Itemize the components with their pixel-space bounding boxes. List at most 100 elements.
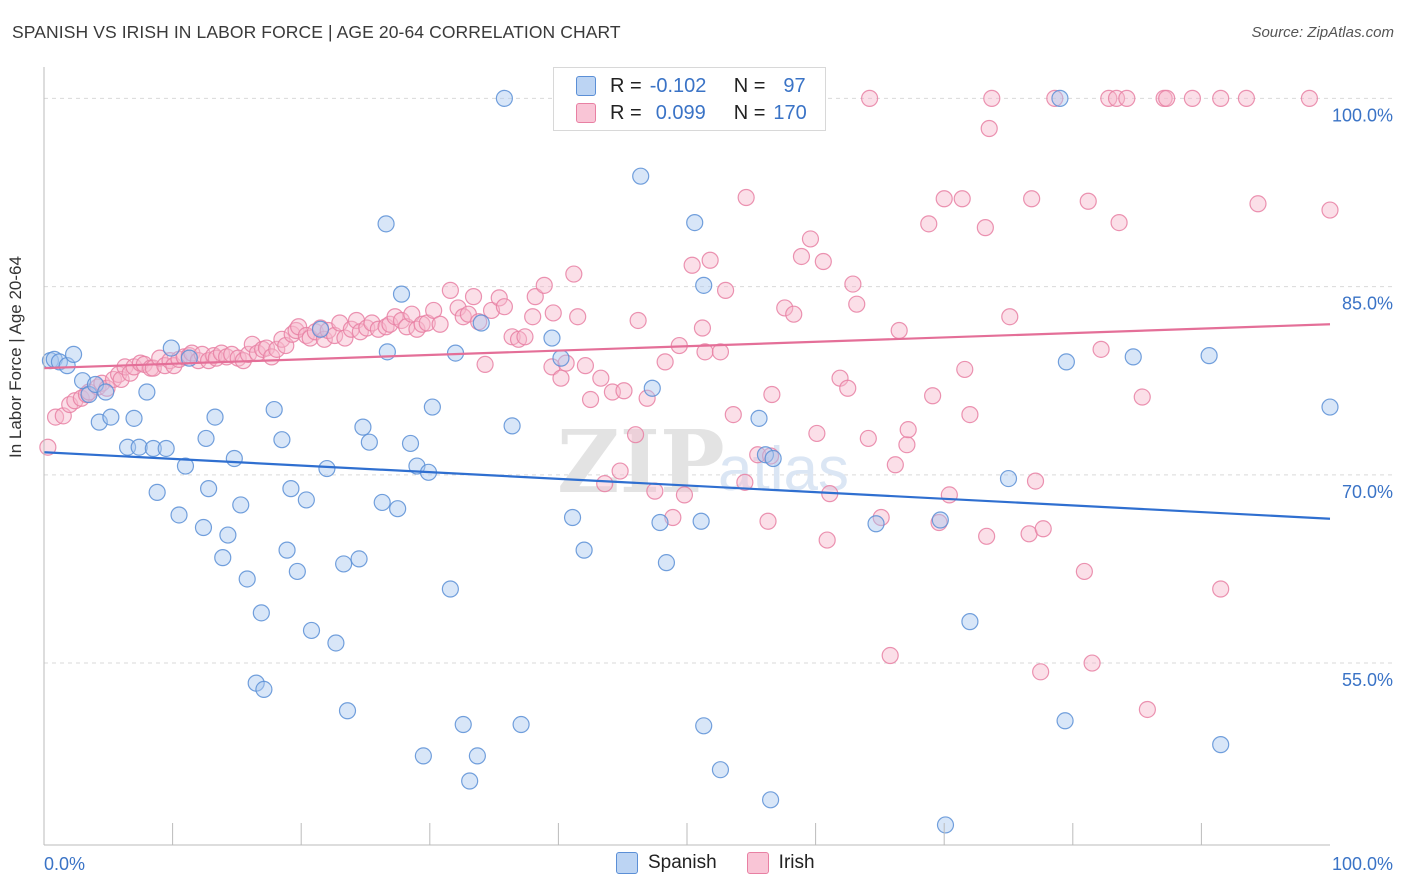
spanish-point xyxy=(225,449,243,468)
irish-point xyxy=(524,308,542,326)
irish-point xyxy=(476,355,494,373)
irish-point xyxy=(1083,654,1101,672)
spanish-point xyxy=(138,383,156,401)
irish-point xyxy=(326,326,344,345)
irish-point xyxy=(801,230,820,248)
spanish-point xyxy=(1056,712,1074,730)
irish-point xyxy=(629,311,647,330)
irish-point xyxy=(490,289,508,307)
irish-point xyxy=(899,421,917,439)
legend-item-irish: Irish xyxy=(746,852,815,874)
spanish-points xyxy=(41,89,1339,834)
irish-point xyxy=(425,301,443,320)
irish-point xyxy=(1133,388,1151,406)
spanish-point xyxy=(157,439,175,458)
irish-point xyxy=(737,188,755,207)
irish-point xyxy=(449,299,467,317)
irish-point xyxy=(576,357,595,375)
spanish-point xyxy=(200,480,218,498)
spanish-point xyxy=(273,431,291,449)
irish-point xyxy=(844,275,862,293)
irish-point xyxy=(1034,520,1052,538)
spanish-point xyxy=(1321,398,1339,416)
x-tick-label: 0.0% xyxy=(44,854,85,874)
spanish-point xyxy=(575,541,593,559)
trend-lines xyxy=(43,323,1331,520)
irish-point xyxy=(940,486,958,504)
spanish-point xyxy=(219,526,237,544)
irish-point xyxy=(814,252,832,271)
irish-point xyxy=(638,389,656,407)
spanish-point xyxy=(338,702,357,720)
irish-point xyxy=(1300,89,1319,107)
spanish-point xyxy=(761,791,780,809)
irish-point xyxy=(881,646,899,665)
irish-point xyxy=(983,89,1001,107)
irish-point xyxy=(565,265,583,283)
legend-n-label: N = xyxy=(733,74,766,97)
chart-title: SPANISH VS IRISH IN LABOR FORCE | AGE 20… xyxy=(12,22,621,42)
legend-r-label: R = xyxy=(610,101,642,124)
spanish-point xyxy=(936,816,955,834)
spanish-point xyxy=(441,580,459,598)
irish-point xyxy=(1001,308,1019,326)
irish-legend-swatch xyxy=(746,852,769,874)
spanish-point xyxy=(64,345,83,363)
spanish-point xyxy=(1057,353,1075,371)
irish-point xyxy=(898,436,916,454)
spanish-point xyxy=(711,761,730,779)
legend-label-irish: Irish xyxy=(778,852,815,873)
irish-point xyxy=(736,473,754,491)
spanish-point xyxy=(335,555,353,573)
irish-point xyxy=(859,429,877,448)
irish-point xyxy=(581,390,600,409)
spanish-point xyxy=(373,493,391,512)
irish-point xyxy=(569,308,587,326)
irish-point xyxy=(363,314,381,332)
irish-point xyxy=(711,343,730,361)
legend-r-value-spanish: -0.102 xyxy=(649,74,707,97)
spanish-point xyxy=(495,89,513,107)
irish-point xyxy=(1237,89,1256,107)
spanish-point xyxy=(414,747,432,765)
spanish-point xyxy=(472,314,490,332)
spanish-point xyxy=(423,398,441,416)
irish-point xyxy=(1321,201,1339,219)
spanish-point xyxy=(97,383,115,401)
spanish-point xyxy=(651,513,669,532)
spanish-point xyxy=(692,512,710,530)
irish-point xyxy=(701,251,719,269)
spanish-point xyxy=(695,717,713,735)
irish-point xyxy=(656,353,674,371)
spanish-point xyxy=(255,680,273,699)
spanish-point xyxy=(354,418,372,436)
irish-point xyxy=(243,335,261,353)
spanish-point xyxy=(80,385,98,404)
irish-point xyxy=(1212,89,1230,107)
spanish-point xyxy=(999,469,1018,488)
irish-point xyxy=(1183,89,1201,107)
irish-point xyxy=(552,369,570,387)
spanish-point xyxy=(194,518,213,537)
irish-point xyxy=(646,482,664,500)
spanish-point xyxy=(563,508,582,527)
irish-point xyxy=(1158,89,1176,107)
irish-point xyxy=(886,456,904,474)
irish-swatch xyxy=(576,103,596,123)
irish-points xyxy=(39,89,1339,719)
irish-point xyxy=(675,486,694,504)
irish-point xyxy=(1118,89,1136,107)
irish-point xyxy=(935,190,953,208)
irish-point xyxy=(693,319,712,337)
spanish-point xyxy=(1212,736,1230,754)
legend-label-spanish: Spanish xyxy=(648,852,717,873)
irish-point xyxy=(956,360,974,379)
irish-point xyxy=(403,305,421,323)
irish-point xyxy=(792,247,811,266)
irish-point xyxy=(626,426,645,444)
legend-r-value-irish: 0.099 xyxy=(655,101,706,124)
irish-point xyxy=(315,330,333,348)
spanish-point xyxy=(130,438,148,456)
irish-point xyxy=(482,301,501,320)
irish-point xyxy=(611,462,629,480)
